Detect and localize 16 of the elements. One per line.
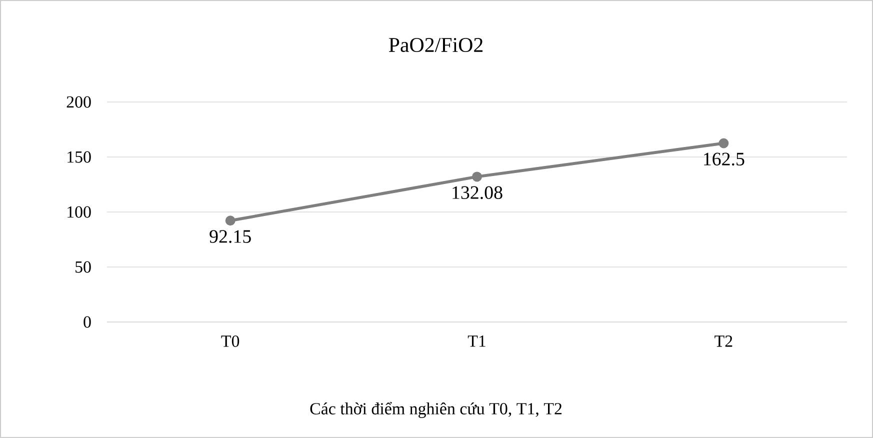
chart-title: PaO2/FiO2 [388, 38, 483, 52]
x-tick-label: T2 [714, 336, 732, 347]
y-tick-label: 50 [76, 261, 91, 273]
data-label: 132.08 [452, 186, 502, 200]
y-tick-label: 0 [84, 316, 91, 328]
data-label: 92.15 [210, 230, 251, 243]
x-tick-label: T1 [468, 336, 486, 347]
data-label: 162.5 [704, 152, 744, 166]
x-tick-label: T0 [221, 336, 240, 347]
y-tick-label: 200 [66, 96, 91, 108]
point [225, 216, 236, 226]
point [718, 138, 729, 148]
y-tick-label: 150 [68, 151, 91, 163]
x-axis-title: Các thời điểm nghiên cứu T0, T1, T2 [310, 402, 562, 418]
point [472, 172, 482, 182]
y-tick-label: 100 [68, 206, 91, 218]
